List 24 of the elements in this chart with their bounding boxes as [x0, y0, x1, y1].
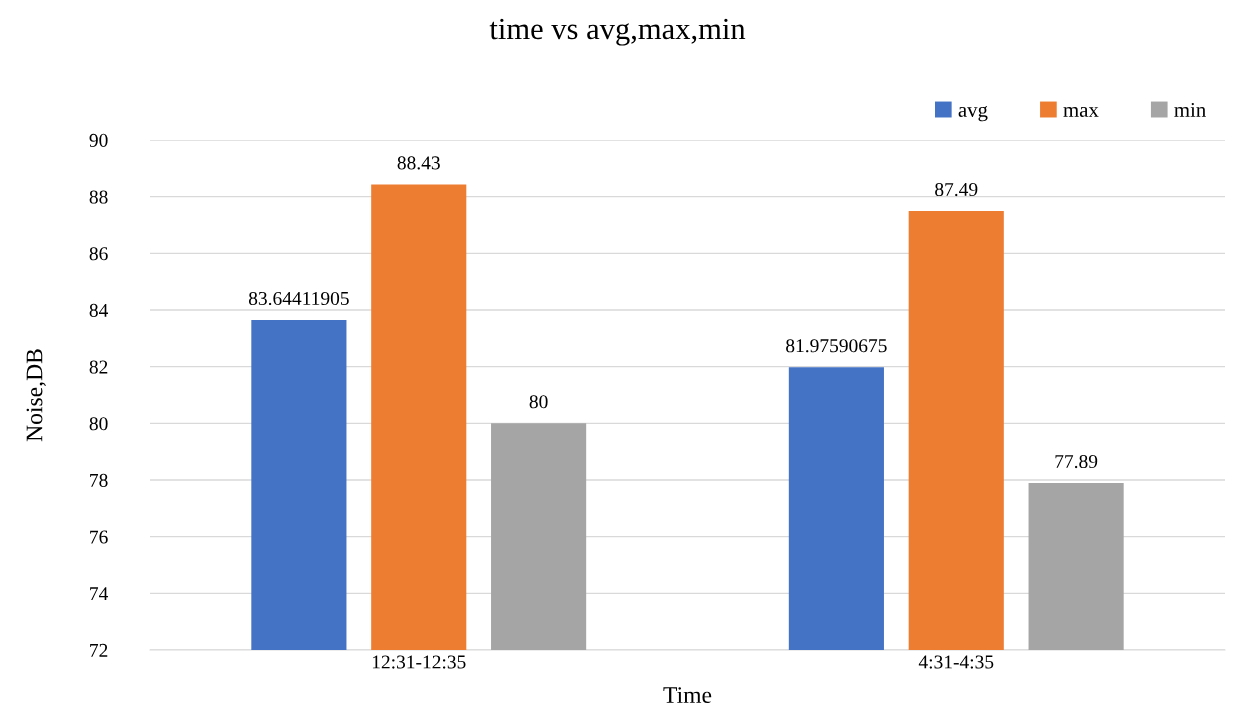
legend-label: avg — [958, 106, 988, 122]
data-label: 77.89 — [1055, 454, 1098, 469]
y-tick-label: 86 — [89, 247, 108, 261]
x-tick-label: 4:31-4:35 — [918, 655, 994, 669]
data-label: 83.64411905 — [248, 291, 349, 306]
y-axis-title: Noise,DB — [26, 349, 46, 442]
legend-label: min — [1174, 102, 1206, 117]
y-tick-label: 90 — [89, 133, 108, 147]
y-tick-label: 74 — [90, 587, 109, 601]
x-axis-title: Time — [663, 687, 712, 703]
y-tick-label: 80 — [89, 417, 108, 431]
y-tick-label: 88 — [89, 190, 108, 204]
data-label: 87.49 — [935, 182, 978, 197]
chart-title: time vs avg,max,min — [489, 18, 746, 46]
y-tick-label: 76 — [90, 530, 108, 544]
y-tick-label: 78 — [90, 473, 108, 487]
data-label: 80 — [529, 395, 548, 409]
y-tick-label: 82 — [89, 360, 108, 374]
x-tick-label: 12:31-12:35 — [372, 655, 466, 669]
data-label: 88.43 — [397, 156, 440, 170]
data-label: 81.97590675 — [786, 339, 887, 353]
y-tick-label: 72 — [90, 643, 108, 657]
legend-label: max — [1063, 106, 1099, 117]
y-tick-label: 84 — [89, 303, 109, 317]
